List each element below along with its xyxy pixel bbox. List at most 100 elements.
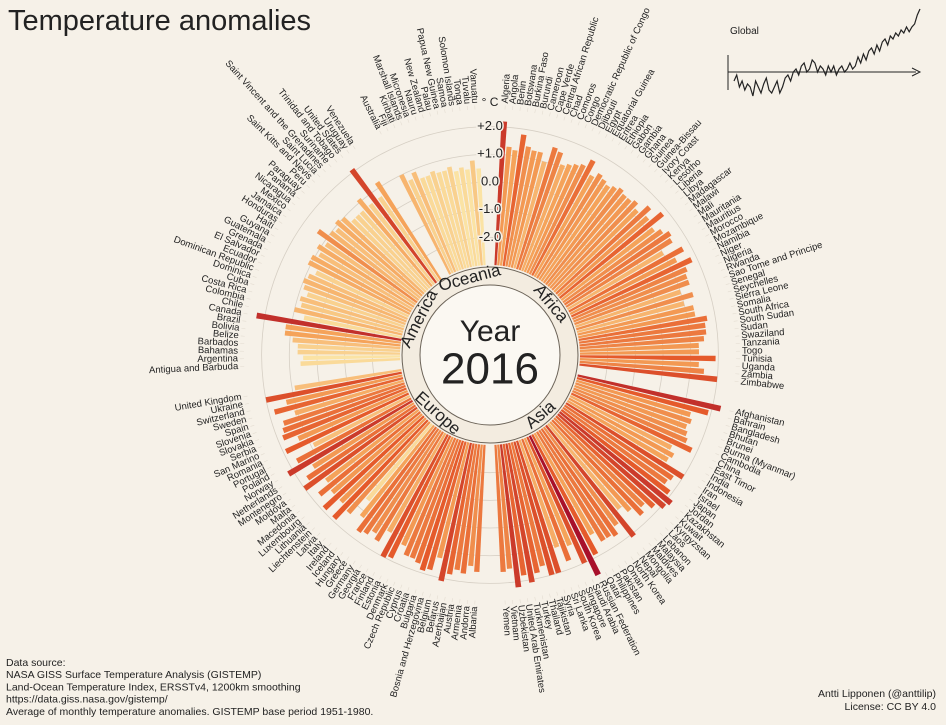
leader-line (415, 590, 416, 594)
leader-line (618, 142, 620, 145)
leader-line (733, 313, 737, 314)
leader-line (709, 467, 713, 469)
leader-line (715, 453, 719, 455)
leader-line (535, 597, 536, 601)
leader-line (247, 411, 251, 412)
leader-line (715, 255, 719, 257)
leader-line (728, 291, 732, 292)
unit-label: ° C (482, 95, 499, 109)
leader-line (292, 203, 295, 205)
leader-line (329, 164, 332, 167)
leader-line (637, 552, 639, 555)
note: Average of monthly temperature anomalies… (6, 706, 373, 718)
leader-line (245, 306, 249, 307)
credit: Antti Lipponen (@anttilip) (818, 688, 936, 700)
leader-line (612, 138, 614, 141)
leader-line (730, 298, 734, 299)
leader-line (292, 505, 295, 507)
leader-line (302, 517, 305, 520)
leader-line (592, 579, 594, 583)
leader-line (255, 440, 259, 441)
leader-line (253, 276, 257, 277)
leader-line (244, 396, 248, 397)
leader-line (287, 209, 290, 211)
y-tick-label: -2.0 (479, 229, 501, 244)
leader-line (271, 234, 275, 236)
leader-line (599, 131, 601, 135)
leader-line (625, 146, 627, 149)
leader-line (631, 150, 633, 153)
leader-line (297, 511, 300, 514)
leader-line (689, 499, 692, 501)
leader-line (380, 131, 382, 135)
leader-line (698, 487, 701, 489)
line (734, 9, 920, 96)
category-label: Vanuatu (467, 68, 480, 103)
leader-line (731, 306, 735, 307)
inset-label: Global (730, 26, 759, 37)
leader-line (605, 572, 607, 576)
leader-line (264, 460, 268, 462)
leader-line (665, 528, 668, 531)
leader-line (335, 159, 337, 162)
leader-line (643, 159, 645, 162)
leader-line (366, 569, 368, 572)
leader-line (430, 594, 431, 598)
leader-line (245, 403, 249, 404)
leader-line (386, 127, 388, 131)
leader-line (718, 447, 722, 448)
leader-line (705, 474, 709, 476)
leader-line (694, 493, 697, 495)
leader-line (317, 174, 320, 177)
leader-line (267, 241, 271, 243)
leader-line (578, 122, 579, 126)
leader-line (605, 134, 607, 138)
leader-line (665, 180, 668, 183)
leader-line (242, 321, 246, 322)
leader-line (649, 164, 652, 167)
leader-line (279, 221, 282, 223)
leader-line (353, 146, 355, 149)
leader-line (261, 453, 265, 455)
leader-line (341, 155, 343, 158)
leader-line (702, 480, 705, 482)
y-tick-label: 0.0 (481, 173, 499, 188)
leader-line (592, 127, 594, 131)
leader-line (670, 185, 673, 188)
leader-line (698, 221, 701, 223)
leader-line (578, 585, 579, 589)
leader-line (250, 284, 254, 285)
leader-line (408, 119, 409, 123)
leader-line (323, 538, 326, 541)
leader-line (649, 543, 652, 546)
leader-line (386, 579, 388, 583)
leader-line (685, 203, 688, 205)
leader-line (685, 505, 688, 507)
leader-line (689, 209, 692, 211)
inset-chart: Global (728, 9, 920, 96)
leader-line (670, 522, 673, 525)
leader-line (675, 191, 678, 194)
leader-line (267, 467, 271, 469)
credit: License: CC BY 4.0 (845, 701, 937, 713)
leader-line (675, 517, 678, 520)
leader-line (585, 582, 587, 586)
leader-line (250, 425, 254, 426)
leader-line (654, 538, 657, 541)
leader-line (660, 174, 663, 177)
notes: Data source:NASA GISS Surface Temperatur… (6, 657, 936, 718)
leader-line (297, 197, 300, 200)
leader-line (258, 447, 262, 448)
leader-line (721, 269, 725, 270)
leader-line (726, 425, 730, 426)
leader-line (527, 598, 528, 602)
leader-line (702, 228, 705, 230)
leader-line (718, 262, 722, 263)
leader-line (430, 112, 431, 116)
leader-line (571, 119, 572, 123)
leader-line (680, 511, 683, 514)
leader-line (373, 572, 375, 576)
leader-line (705, 234, 709, 236)
leader-line (422, 114, 423, 118)
note: Data source: (6, 657, 66, 669)
